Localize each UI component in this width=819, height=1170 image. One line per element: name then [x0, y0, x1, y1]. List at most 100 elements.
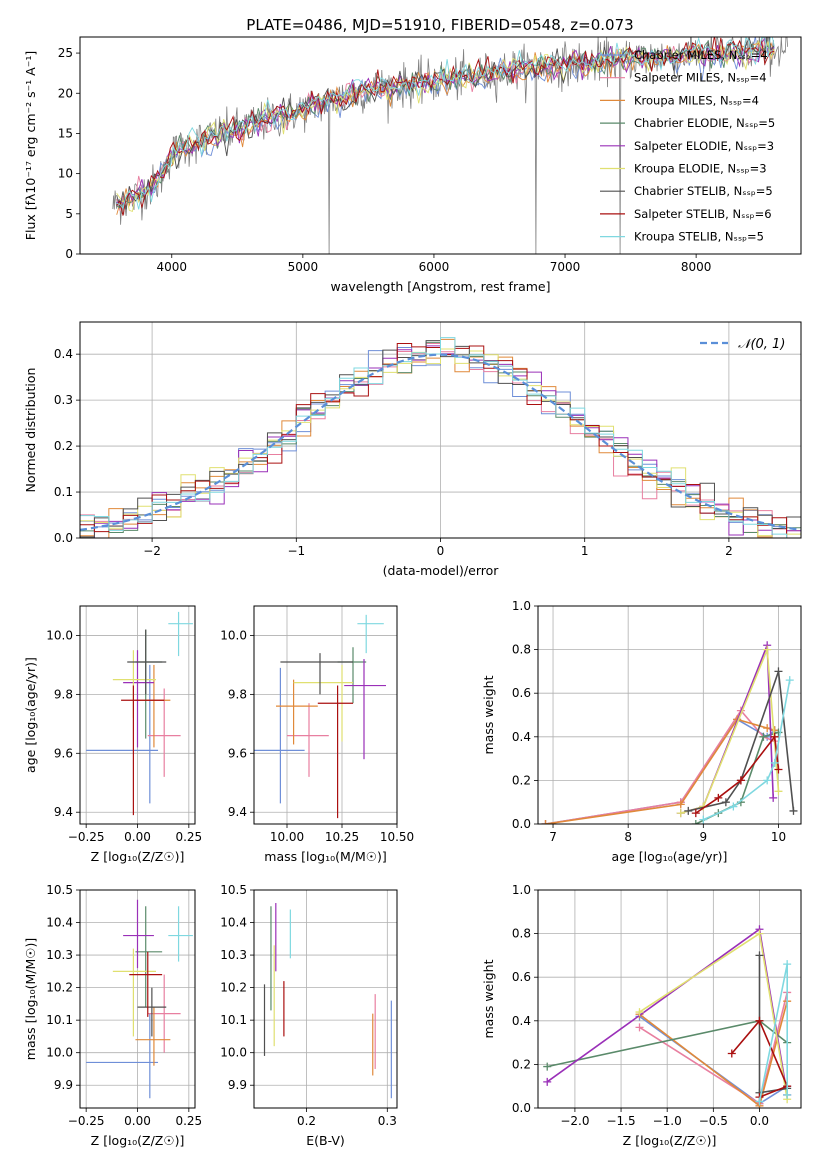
histogram-step-line [80, 337, 801, 538]
weight-marker [721, 798, 730, 807]
axes-mass_vs_Z: −0.25 0.00 0.25 9.9 10.0 10.1 10.2 10.3 10.4 10.5… [23, 883, 202, 1148]
y-tick-label: 10.4 [46, 916, 73, 930]
plot-area-mass_vs_EBV [263, 903, 392, 1099]
plot-area-mass_vs_Z [86, 899, 193, 1099]
weight-line [545, 718, 775, 824]
y-tick-label: 0.2 [54, 439, 73, 453]
weight-line [545, 718, 776, 824]
axes-weight_vs_age: 7 8 9 10 0.0 0.2 0.4 0.6 0.8 1.0 age [log₁₀(age/yr… [481, 599, 802, 864]
x-tick-label: 7 [549, 830, 557, 844]
x-tick-label: 0.00 [124, 1114, 151, 1128]
y-tick-label: 0.0 [512, 817, 531, 831]
y-tick-label: 0.8 [512, 643, 531, 657]
legend-label: Chabrier ELODIE, Nₛₛₚ=5 [634, 116, 775, 130]
y-axis-label: Normed distribution [23, 368, 38, 493]
legend-label: Salpeter STELIB, Nₛₛₚ=6 [634, 207, 772, 221]
weight-marker [676, 800, 685, 809]
model-spectrum-line [116, 40, 775, 209]
weight-marker [755, 1016, 764, 1025]
weight-marker [774, 787, 783, 796]
y-tick-label: 0.2 [512, 773, 531, 787]
axes-weight_vs_Z: −2.0 −1.5 −1.0 −0.5 0.0 0.0 0.2 0.4 0.6 0.8 1.0 Z [… [481, 883, 802, 1148]
legend: Chabrier MILES, Nₛₛₚ=4 Salpeter MILES, Nₛ… [600, 48, 775, 244]
y-tick-label: 10.1 [220, 1013, 247, 1027]
y-tick-label: 0.6 [512, 970, 531, 984]
y-tick-label: 0.4 [512, 730, 531, 744]
x-tick-label: 7000 [550, 260, 581, 274]
weight-marker [774, 765, 783, 774]
y-tick-label: 9.6 [228, 746, 247, 760]
axes-spectrum: 4000 5000 6000 7000 8000 0 5 10 15 20 25 wavelength… [23, 36, 802, 294]
axes-age_vs_Z: −0.25 0.00 0.25 9.4 9.6 9.8 10.0 Z [log₁₀(Z/Z☉)… [23, 605, 202, 864]
figure-title: PLATE=0486, MJD=51910, FIBERID=0548, z=0… [246, 16, 633, 34]
x-axis-label: age [log₁₀(age/yr)] [612, 849, 728, 864]
x-tick-label: 8000 [681, 260, 712, 274]
weight-marker [543, 1077, 552, 1086]
y-tick-label: 10.2 [220, 981, 247, 995]
axes-frame [79, 605, 196, 825]
x-tick-label: 6000 [419, 260, 450, 274]
y-tick-label: 10.0 [46, 628, 73, 642]
weight-marker [541, 820, 550, 824]
weight-line [695, 731, 779, 824]
y-axis-label: mass weight [481, 959, 496, 1038]
y-tick-label: 0.4 [54, 347, 73, 361]
axes-frame [537, 605, 802, 825]
x-tick-label: 0.3 [378, 1114, 397, 1128]
weight-marker [770, 732, 779, 741]
model-spectrum-line [116, 37, 775, 210]
x-tick-label: 5000 [288, 260, 319, 274]
y-tick-label: 9.4 [54, 805, 73, 819]
x-tick-label: 0.25 [175, 830, 202, 844]
weight-marker [543, 1062, 552, 1071]
y-axis-label: Flux [fλ10⁻¹⁷ erg cm⁻² s⁻¹ A⁻¹] [23, 51, 38, 240]
y-tick-label: 10.0 [220, 628, 247, 642]
y-tick-label: 1.0 [512, 883, 531, 897]
weight-marker [763, 645, 772, 654]
y-tick-label: 10 [58, 167, 73, 181]
legend-label: Kroupa STELIB, Nₛₛₚ=5 [634, 230, 764, 244]
x-axis-label: Z [log₁₀(Z/Z☉)] [623, 1133, 717, 1148]
weight-marker [714, 793, 723, 802]
x-tick-label: 0 [437, 544, 445, 558]
legend-label: Salpeter ELODIE, Nₛₛₚ=3 [634, 139, 774, 153]
weight-marker [785, 676, 794, 685]
y-tick-label: 20 [58, 86, 73, 100]
weight-line [758, 963, 789, 1102]
x-tick-label: −1.5 [606, 1114, 635, 1128]
weight-marker [736, 776, 745, 785]
weight-marker [774, 667, 783, 676]
x-tick-label: −0.25 [68, 1114, 105, 1128]
y-tick-label: 10.4 [220, 916, 247, 930]
x-tick-label: −1.0 [653, 1114, 682, 1128]
weight-marker [783, 1090, 792, 1099]
weight-marker [783, 960, 792, 969]
weight-marker [759, 732, 768, 741]
weight-marker [635, 1008, 644, 1017]
axes-mass_vs_EBV: 0.2 0.3 9.9 10.0 10.1 10.2 10.3 10.4 10.5 E(B-V) [220, 883, 398, 1148]
y-tick-label: 0.3 [54, 393, 73, 407]
y-tick-label: 0.4 [512, 1014, 531, 1028]
x-tick-label: 0.00 [124, 830, 151, 844]
axes-residuals: −2 −1 0 1 2 0.0 0.1 0.2 0.3 0.4 (data-model)/error… [23, 321, 802, 578]
x-axis-label: Z [log₁₀(Z/Z☉)] [91, 1133, 185, 1148]
x-tick-label: 0.25 [175, 1114, 202, 1128]
y-tick-label: 10.0 [220, 1046, 247, 1060]
weight-marker [774, 728, 783, 737]
legend-label: Kroupa ELODIE, Nₛₛₚ=3 [634, 162, 767, 176]
plot-area-weight_vs_age [541, 641, 798, 824]
y-tick-label: 10.3 [46, 948, 73, 962]
plot-area-spectrum [112, 37, 788, 254]
plot-area-age_vs_mass [254, 614, 386, 819]
y-tick-label: 0.0 [512, 1101, 531, 1115]
axes-frame [253, 889, 398, 1109]
y-tick-label: 9.6 [54, 746, 73, 760]
y-tick-label: 0.6 [512, 686, 531, 700]
y-tick-label: 0.2 [512, 1057, 531, 1071]
x-tick-label: 0.0 [750, 1114, 769, 1128]
weight-marker [770, 758, 779, 767]
x-tick-label: 2 [725, 544, 733, 558]
plot-area-weight_vs_Z [543, 925, 792, 1108]
plot-area-age_vs_Z [86, 611, 193, 816]
